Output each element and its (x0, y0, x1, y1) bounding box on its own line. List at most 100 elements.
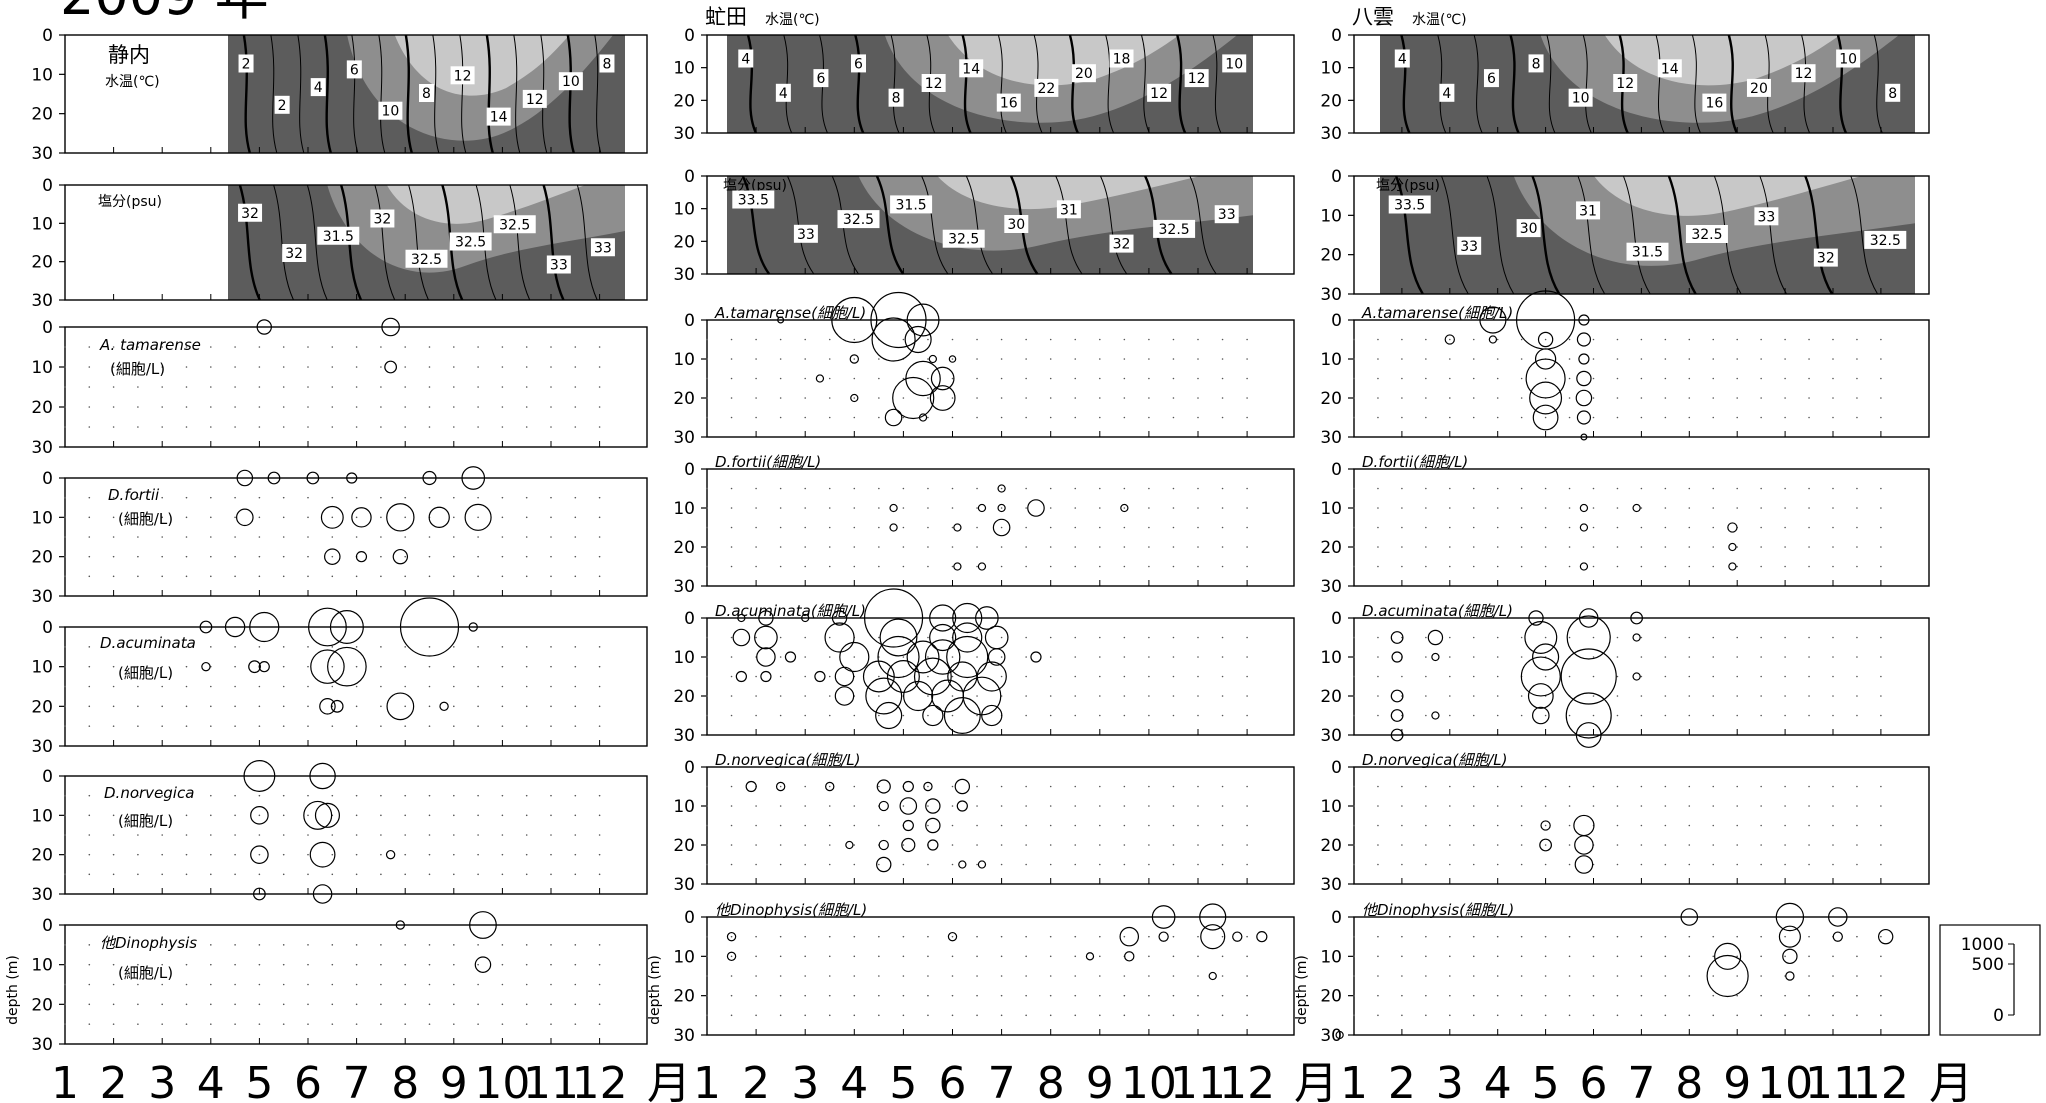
cell-density-bubble (1431, 711, 1440, 720)
cell-density-bubble (428, 506, 450, 528)
sample-dot (1472, 695, 1475, 697)
sample-dot (1640, 565, 1643, 568)
sample-dot (1856, 844, 1858, 846)
sample-dot (730, 1014, 733, 1017)
sample-dot (1736, 695, 1738, 697)
sample-dot (1425, 714, 1427, 717)
sample-dot (282, 555, 285, 558)
sample-dot (185, 944, 188, 946)
sample-dot (574, 575, 577, 578)
sample-dot (1197, 955, 1199, 958)
sample-dot (355, 1003, 358, 1006)
sample-dot (210, 496, 212, 499)
sample-dot (1449, 507, 1451, 509)
sample-dot (1099, 844, 1101, 846)
sample-dot (1688, 546, 1691, 548)
sample-dot (477, 834, 479, 836)
cell-density-bubble (1232, 931, 1243, 942)
sample-dot (976, 935, 978, 938)
contour-line (1212, 34, 1222, 134)
sample-dot (258, 496, 261, 499)
species-label: D.norvegica(細胞/L) (1362, 751, 1508, 769)
sample-dot (525, 346, 528, 348)
sample-dot (380, 665, 382, 668)
sample-dot (730, 377, 733, 380)
cell-density-bubble (1680, 908, 1699, 926)
sample-dot (598, 346, 601, 348)
sample-dot (878, 397, 880, 399)
sample-dot (137, 725, 139, 727)
sample-dot (706, 695, 708, 697)
sample-dot (1520, 416, 1523, 419)
cell-density-bubble (1390, 709, 1404, 722)
sample-dot (1377, 863, 1379, 866)
sample-dot (1808, 526, 1810, 529)
sample-dot (1221, 656, 1224, 658)
contour-value-box (1885, 83, 1901, 102)
sample-dot (1377, 994, 1379, 997)
sample-dot (1049, 844, 1052, 846)
sample-dot (477, 685, 479, 688)
sample-dot (1880, 546, 1882, 548)
contour-value-box (310, 78, 326, 97)
sample-dot (1880, 377, 1882, 380)
cell-density-bubble (904, 325, 932, 354)
sample-dot (1784, 863, 1786, 866)
temp-contour-label: 12 (1188, 71, 1206, 87)
sample-dot (1880, 805, 1882, 807)
sample-dot (1664, 805, 1667, 807)
sample-dot (1000, 358, 1003, 360)
sample-dot (428, 386, 431, 388)
sample-dot (1760, 546, 1762, 548)
sample-dot (1025, 785, 1027, 788)
sample-dot (730, 695, 733, 697)
depth-tick-label: 0 (684, 758, 695, 778)
sample-dot (501, 705, 504, 708)
sample-dot (1496, 785, 1499, 788)
contour-line (1727, 34, 1738, 134)
contour-value-box (546, 255, 571, 274)
sample-dot (1856, 714, 1858, 717)
sample-dot (307, 646, 309, 648)
sample-dot (1377, 805, 1379, 807)
depth-tick-label: 0 (42, 176, 53, 196)
sample-dot (1568, 785, 1571, 788)
sample-dot (1123, 636, 1126, 639)
sample-dot (853, 507, 856, 509)
sample-dot (1025, 935, 1027, 938)
sample-dot (1760, 416, 1762, 419)
sample-dot (730, 656, 733, 658)
sample-dot (331, 685, 334, 688)
sample-dot (550, 406, 552, 408)
sample-dot (282, 705, 285, 708)
sample-dot (1246, 935, 1248, 938)
sample-dot (404, 725, 407, 727)
sample-dot (428, 555, 431, 558)
sample-dot (550, 853, 552, 856)
sample-dot (1832, 358, 1834, 360)
cell-density-bubble (931, 679, 965, 713)
sample-dot (1099, 636, 1101, 639)
sample-dot (1808, 377, 1810, 380)
sample-dot (1592, 377, 1595, 380)
sample-dot (1074, 785, 1077, 788)
sample-dot (1197, 824, 1199, 827)
depth-tick-label: 20 (1320, 246, 1342, 266)
sample-dot (853, 487, 856, 490)
sample-dot (525, 685, 528, 688)
sample-dot (1592, 487, 1595, 490)
sample-dot (501, 516, 504, 519)
cell-density-bubble (1529, 381, 1563, 415)
sample-dot (137, 834, 139, 836)
sample-dot (1449, 338, 1451, 341)
sample-dot (501, 1003, 504, 1006)
sample-dot (1616, 377, 1619, 380)
sample-dot (730, 338, 733, 341)
sample-dot (1197, 994, 1199, 997)
sample-dot (1856, 358, 1858, 360)
sample-dot (1664, 824, 1667, 827)
sample-dot (258, 834, 261, 836)
